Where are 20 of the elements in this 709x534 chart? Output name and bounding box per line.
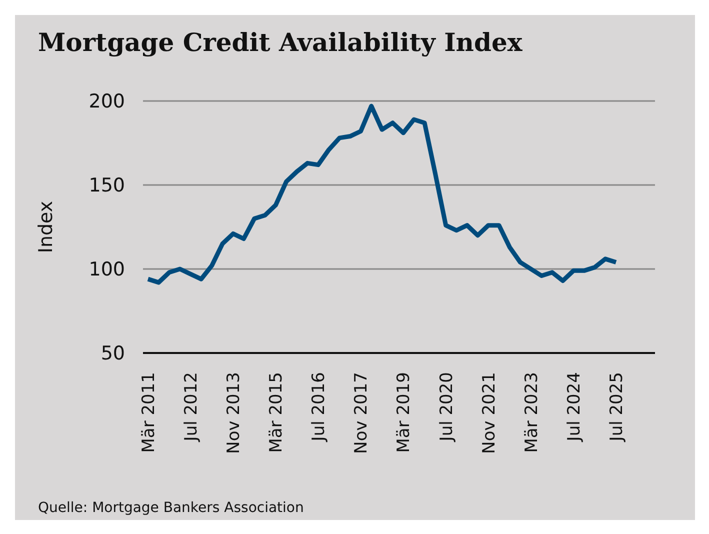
x-tick-label: Jul 2025	[606, 372, 627, 442]
x-tick-label: Jul 2024	[564, 372, 584, 442]
x-tick-label: Mär 2019	[394, 372, 414, 453]
x-tick-label: Mär 2015	[266, 372, 287, 453]
y-tick-label: 50	[100, 342, 125, 365]
x-tick-label: Jul 2012	[181, 372, 202, 442]
x-tick-label: Nov 2013	[224, 372, 244, 454]
y-tick-label: 100	[88, 258, 125, 281]
x-tick-label: Mär 2011	[138, 372, 159, 453]
y-tick-label: 150	[88, 174, 125, 197]
x-tick-label: Nov 2021	[479, 372, 500, 454]
x-tick-label: Mär 2023	[522, 372, 542, 453]
x-tick-label: Jul 2020	[436, 372, 457, 442]
y-tick-label: 200	[88, 90, 125, 113]
x-tick-label: Nov 2017	[352, 372, 372, 454]
chart-title: Mortgage Credit Availability Index	[38, 28, 524, 57]
line-series	[146, 104, 618, 285]
source-note: Quelle: Mortgage Bankers Association	[38, 500, 304, 516]
y-axis-title: Index	[35, 200, 57, 254]
x-tick-label: Jul 2016	[309, 372, 330, 442]
